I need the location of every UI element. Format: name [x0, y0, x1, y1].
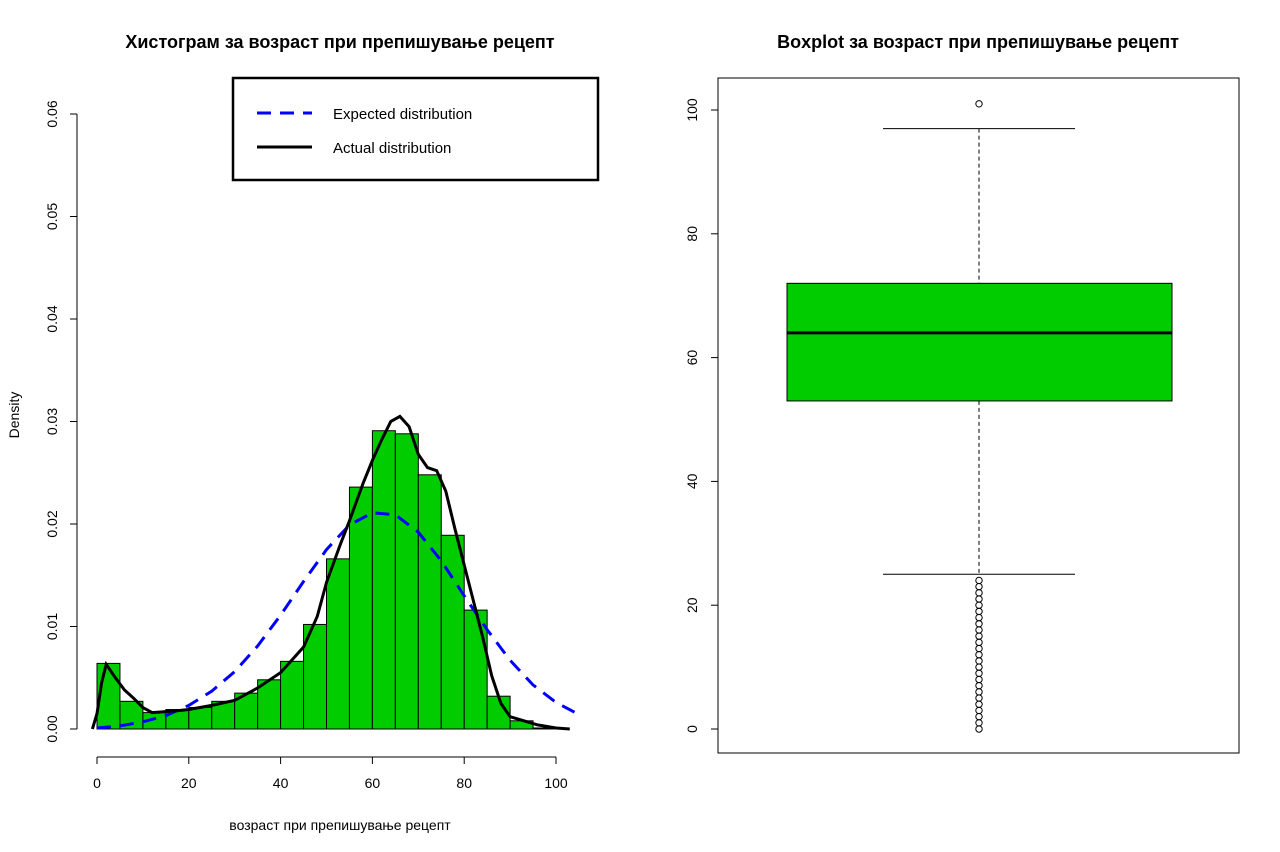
histogram-bar: [371, 430, 396, 730]
outlier-point: [975, 669, 983, 677]
outlier-point: [975, 644, 983, 653]
histogram-bar: [280, 660, 305, 730]
boxplot-y-tick-label: 40: [684, 473, 700, 489]
boxplot-panel: Boxplot за возраст при препишување рецеп…: [684, 32, 1240, 754]
outlier-point: [975, 719, 983, 727]
boxplot-y-tick-label: 100: [684, 98, 700, 122]
x-tick-label: 60: [365, 775, 381, 791]
outlier-point: [975, 712, 983, 721]
histogram-y-axis: 0.00 0.01 0.02 0.03 0.04 0.05 0.06: [44, 100, 78, 743]
outlier-point: [975, 595, 983, 603]
outlier-point: [975, 100, 983, 108]
outlier-point: [975, 681, 983, 690]
histogram-bar: [326, 558, 350, 730]
legend-box: [231, 76, 600, 182]
y-tick-label: 0.00: [44, 715, 60, 742]
outlier-point: [975, 663, 983, 671]
x-tick-label: 0: [93, 775, 101, 791]
outlier-point: [975, 582, 983, 591]
histogram-bar: [417, 474, 442, 730]
histogram-x-axis: 0 20 40 60 80 100: [93, 756, 568, 791]
boxplot-y-tick-label: 80: [684, 226, 700, 242]
outlier-point: [975, 601, 983, 609]
outlier-point: [975, 700, 983, 708]
boxplot-box: [786, 282, 1173, 402]
histogram-title: Хистограм за возраст при препишување рец…: [125, 32, 554, 52]
histogram-bar: [188, 706, 213, 730]
histogram-bar: [394, 433, 419, 730]
boxplot-title: Boxplot за возраст при препишување рецеп…: [777, 32, 1179, 52]
outlier-point: [975, 706, 983, 715]
outlier-point: [975, 657, 983, 665]
outlier-point: [975, 675, 983, 684]
y-tick-label: 0.06: [44, 100, 60, 127]
outlier-point: [975, 576, 983, 585]
x-tick-label: 20: [181, 775, 197, 791]
outlier-point: [975, 626, 983, 634]
boxplot-y-tick-label: 20: [684, 597, 700, 613]
outlier-point: [975, 694, 983, 702]
y-tick-label: 0.01: [44, 613, 60, 640]
outlier-point: [975, 613, 983, 622]
boxplot-y-tick-label: 0: [684, 725, 700, 733]
outlier-point: [975, 620, 983, 628]
x-tick-label: 80: [456, 775, 472, 791]
histogram-legend: Expected distribution Actual distributio…: [231, 76, 600, 182]
boxplot-y-tick-label: 60: [684, 350, 700, 366]
histogram-y-axis-label: Density: [6, 392, 22, 439]
actual-distribution-line: [90, 414, 570, 731]
histogram-panel: Хистограм за возраст при препишување рец…: [6, 32, 600, 833]
outlier-point: [975, 589, 983, 597]
x-tick-label: 40: [273, 775, 289, 791]
boxplot-y-axis: 0 20 40 60 80 100: [684, 98, 719, 733]
y-tick-label: 0.03: [44, 408, 60, 435]
legend-actual-label: Actual distribution: [333, 140, 451, 157]
histogram-bar: [463, 609, 488, 730]
histogram-x-axis-label: возраст при препишување рецепт: [229, 817, 451, 833]
outlier-point: [975, 607, 983, 616]
x-tick-label: 100: [544, 775, 568, 791]
y-tick-label: 0.02: [44, 510, 60, 537]
outlier-point: [975, 688, 983, 696]
histogram-bars: [96, 430, 557, 730]
histogram-bar: [440, 534, 465, 730]
legend-expected-label: Expected distribution: [333, 106, 472, 123]
outlier-point: [975, 632, 983, 640]
outlier-point: [975, 725, 983, 733]
y-tick-label: 0.05: [44, 203, 60, 230]
boxplot-elements: [786, 100, 1173, 733]
outlier-point: [975, 638, 983, 647]
outlier-point: [975, 651, 983, 659]
histogram-bar: [348, 486, 373, 730]
y-tick-label: 0.04: [44, 305, 60, 332]
